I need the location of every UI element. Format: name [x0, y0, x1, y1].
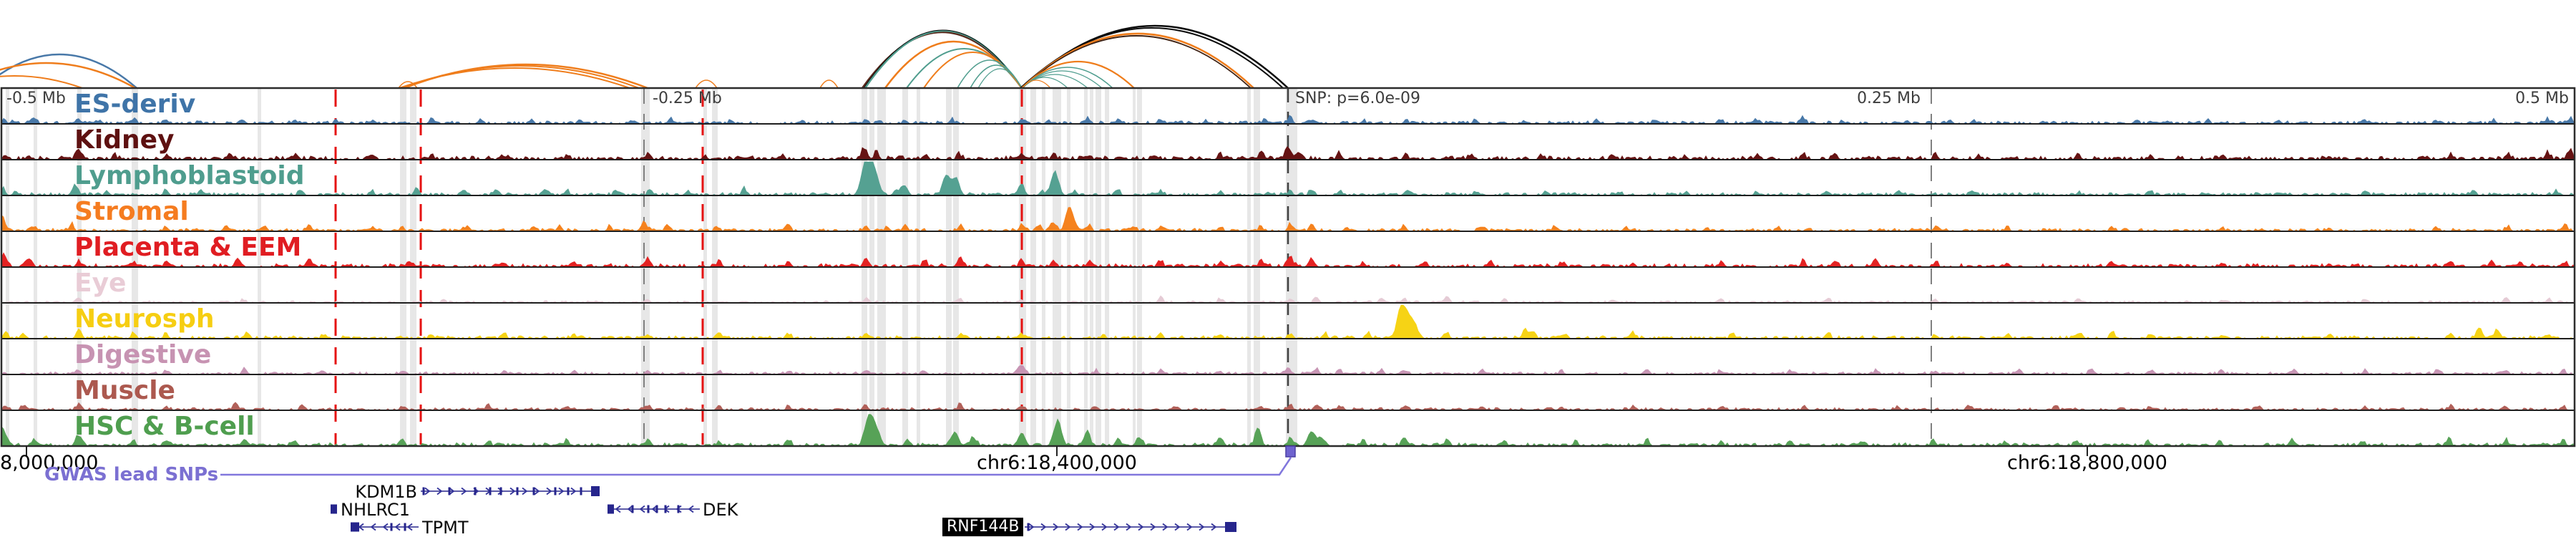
interaction-arc	[1021, 79, 1051, 89]
gene-model-kdm1b	[421, 486, 600, 496]
track-label-digestive: Digestive	[74, 340, 212, 369]
snp-pvalue-label: SNP: p=6.0e-09	[1295, 90, 1420, 107]
gene-model-dek	[608, 504, 700, 514]
interaction-arc	[0, 75, 83, 89]
signal-track-stromal	[1, 207, 2575, 232]
signal-track-es-deriv	[1, 115, 2575, 125]
track-label-muscle: Muscle	[74, 376, 175, 405]
ruler-label-minus-0-5mb: -0.5 Mb	[6, 90, 66, 107]
ruler-label-plus-0-5mb: 0.5 Mb	[2515, 90, 2569, 107]
interaction-arc	[863, 29, 1023, 89]
gene-model-nhlrc1	[331, 504, 337, 514]
interaction-arc	[398, 81, 418, 89]
interaction-arc	[977, 68, 1023, 89]
track-label-eye: Eye	[74, 268, 127, 298]
gene-model-tpmt	[351, 522, 419, 532]
interaction-arc	[819, 79, 839, 89]
interaction-arc	[0, 53, 137, 89]
track-label-es-deriv: ES-deriv	[74, 90, 196, 119]
track-label-hsc-b-cell: HSC & B-cell	[74, 412, 255, 441]
track-label-kidney: Kidney	[74, 125, 175, 155]
gene-label-dek: DEK	[703, 500, 738, 520]
interaction-arc	[864, 29, 1023, 89]
gwas-lead-snps-label: GWAS lead SNPs	[44, 464, 219, 485]
interaction-arc	[906, 48, 1023, 89]
gene-label-kdm1b: KDM1B	[355, 482, 417, 502]
gwas-connector-line	[220, 457, 1292, 476]
gwas-snp-marker	[1285, 445, 1296, 458]
signal-track-placenta-eem	[1, 252, 2575, 268]
axis-coord-left: 8,000,000	[0, 452, 99, 474]
track-label-neurosph: Neurosph	[74, 304, 215, 334]
signal-track-kidney	[1, 146, 2575, 160]
signal-track-neurosph	[1, 304, 2575, 339]
track-label-placenta-eem: Placenta & EEM	[74, 233, 302, 262]
gene-label-tpmt: TPMT	[422, 518, 469, 537]
gene-label-rnf144b: RNF144B	[942, 518, 1024, 536]
interaction-arc	[1021, 67, 1113, 89]
interaction-arc	[0, 62, 136, 90]
gene-model-rnf144b	[1025, 522, 1236, 532]
gene-label-nhlrc1: NHLRC1	[341, 500, 410, 520]
interaction-arc	[1021, 35, 1252, 89]
ruler-label-plus-0-25mb: 0.25 Mb	[1857, 90, 1921, 107]
interaction-arc	[1021, 61, 1135, 89]
interaction-arc	[923, 52, 1023, 89]
interaction-arc	[695, 79, 718, 89]
interaction-arc	[404, 63, 648, 90]
track-label-stromal: Stromal	[74, 197, 189, 226]
axis-coord-right: chr6:18,800,000	[2007, 452, 2167, 474]
axis-coord-center: chr6:18,400,000	[977, 452, 1137, 474]
ruler-label-minus-0-25mb: -0.25 Mb	[653, 90, 722, 107]
signal-track-muscle	[1, 402, 2575, 411]
track-label-lymphoblastoid: Lymphoblastoid	[74, 161, 305, 190]
